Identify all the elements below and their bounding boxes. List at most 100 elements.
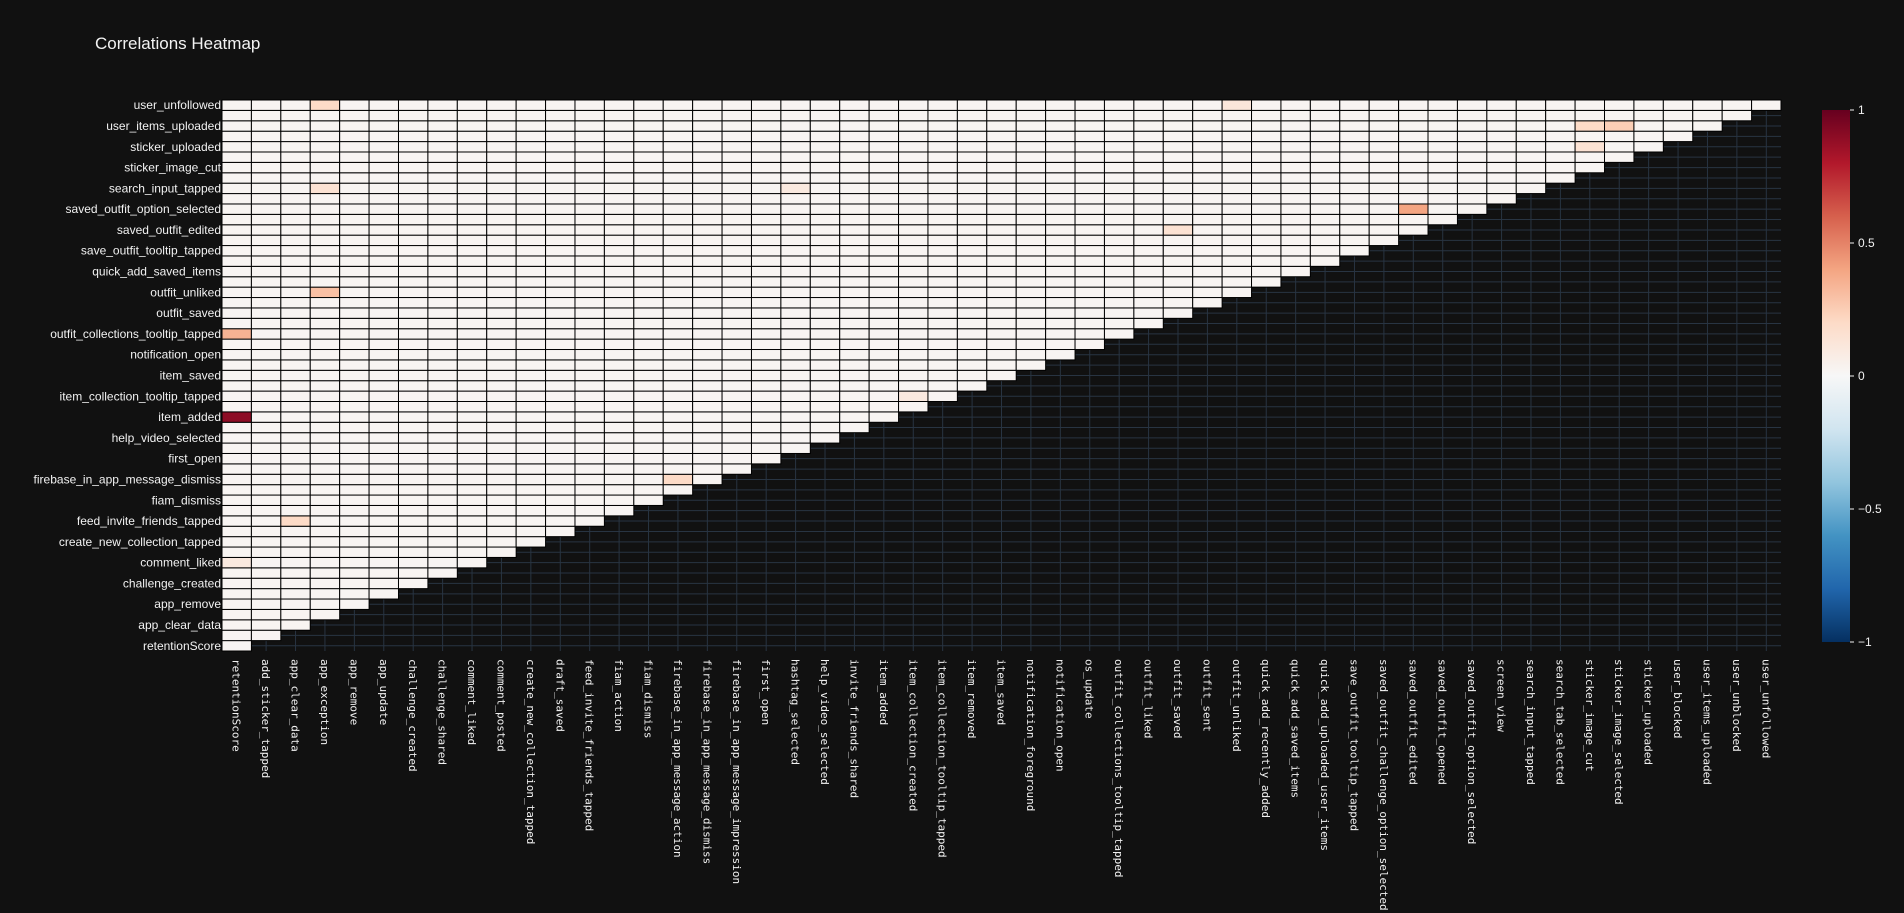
- heatmap-cell: [339, 297, 370, 309]
- heatmap-cell: [633, 224, 664, 236]
- heatmap-cell: [1692, 120, 1723, 132]
- heatmap-cell: [339, 359, 370, 371]
- heatmap-cell: [692, 359, 723, 371]
- heatmap-cell: [427, 338, 458, 351]
- heatmap-cell: [1221, 265, 1253, 278]
- heatmap-cell: [1309, 130, 1341, 143]
- heatmap-cell: [486, 473, 517, 486]
- heatmap-cell: [1251, 193, 1282, 205]
- heatmap-cell: [1074, 234, 1105, 247]
- heatmap-cell: [780, 411, 811, 423]
- heatmap-cell: [603, 255, 635, 267]
- heatmap-cell: [1133, 141, 1164, 153]
- heatmap-cell: [427, 359, 458, 371]
- heatmap-cell: [545, 193, 576, 205]
- heatmap-cell: [1074, 317, 1105, 330]
- heatmap-cell: [250, 629, 282, 642]
- heatmap-cell: [250, 276, 282, 288]
- heatmap-cell: [633, 484, 664, 496]
- heatmap-cell: [1515, 99, 1547, 111]
- heatmap-cell: [1221, 99, 1253, 111]
- x-tick-label: sticker_uploaded: [1642, 659, 1655, 765]
- heatmap-cell: [839, 255, 870, 267]
- heatmap-cell: [486, 203, 517, 215]
- heatmap-cell: [250, 193, 282, 205]
- heatmap-cell: [486, 234, 517, 247]
- heatmap-cell: [309, 556, 341, 569]
- heatmap-cell: [603, 141, 635, 153]
- heatmap-cell: [397, 255, 429, 267]
- heatmap-cell: [368, 515, 399, 527]
- heatmap-cell: [1074, 286, 1105, 299]
- heatmap-cell: [633, 203, 664, 215]
- heatmap-cell: [280, 411, 311, 423]
- heatmap-cell: [486, 307, 517, 319]
- heatmap-cell: [368, 494, 399, 506]
- heatmap-cell: [280, 338, 311, 351]
- heatmap-cell: [280, 556, 311, 569]
- heatmap-cell: [280, 328, 311, 340]
- heatmap-cell: [309, 577, 341, 590]
- y-tick-label: help_video_selected: [112, 431, 221, 445]
- heatmap-cell: [986, 141, 1017, 153]
- heatmap-cell: [1398, 109, 1429, 122]
- heatmap-cell: [221, 473, 252, 486]
- heatmap-cell: [692, 265, 723, 278]
- heatmap-cell: [721, 99, 752, 111]
- heatmap-cell: [809, 276, 841, 288]
- heatmap-cell: [397, 234, 429, 247]
- heatmap-cell: [486, 109, 517, 122]
- heatmap-cell: [427, 109, 458, 122]
- heatmap-cell: [662, 369, 694, 382]
- heatmap-cell: [486, 120, 517, 132]
- heatmap-cell: [1515, 161, 1547, 174]
- heatmap-cell: [633, 390, 664, 402]
- heatmap-cell: [986, 99, 1017, 111]
- heatmap-cell: [427, 400, 458, 413]
- heatmap-cell: [515, 161, 547, 174]
- heatmap-cell: [898, 276, 929, 288]
- heatmap-cell: [1074, 338, 1105, 351]
- heatmap-cell: [280, 473, 311, 486]
- heatmap-cell: [750, 307, 782, 319]
- heatmap-cell: [721, 286, 752, 299]
- heatmap-cell: [368, 317, 399, 330]
- heatmap-cell: [1074, 297, 1105, 309]
- heatmap-cell: [692, 338, 723, 351]
- heatmap-cell: [780, 245, 811, 257]
- heatmap-cell: [1133, 286, 1164, 299]
- heatmap-cell: [721, 245, 752, 257]
- heatmap-cell: [780, 442, 811, 454]
- heatmap-cell: [633, 265, 664, 278]
- heatmap-cell: [574, 432, 605, 444]
- heatmap-cell: [486, 515, 517, 527]
- heatmap-cell: [339, 265, 370, 278]
- heatmap-cell: [927, 224, 958, 236]
- heatmap-cell: [221, 245, 252, 257]
- heatmap-cell: [662, 307, 694, 319]
- heatmap-cell: [221, 463, 252, 475]
- heatmap-cell: [1280, 245, 1311, 257]
- heatmap-cell: [662, 109, 694, 122]
- heatmap-cell: [309, 390, 341, 402]
- heatmap-cell: [956, 172, 988, 184]
- heatmap-cell: [250, 556, 282, 569]
- heatmap-cell: [250, 109, 282, 122]
- heatmap-cell: [250, 536, 282, 548]
- heatmap-cell: [545, 421, 576, 434]
- heatmap-cell: [486, 525, 517, 538]
- heatmap-cell: [250, 390, 282, 402]
- heatmap-cell: [1427, 151, 1458, 163]
- heatmap-cell: [456, 255, 488, 267]
- heatmap-cell: [1103, 328, 1135, 340]
- y-tick-label: first_open: [168, 452, 221, 466]
- heatmap-cell: [986, 224, 1017, 236]
- heatmap-cell: [1251, 120, 1282, 132]
- heatmap-cell: [956, 182, 988, 195]
- heatmap-cell: [427, 369, 458, 382]
- heatmap-cell: [456, 452, 488, 465]
- heatmap-cell: [1339, 172, 1370, 184]
- heatmap-cell: [868, 120, 900, 132]
- heatmap-cell: [603, 442, 635, 454]
- heatmap-cell: [721, 234, 752, 247]
